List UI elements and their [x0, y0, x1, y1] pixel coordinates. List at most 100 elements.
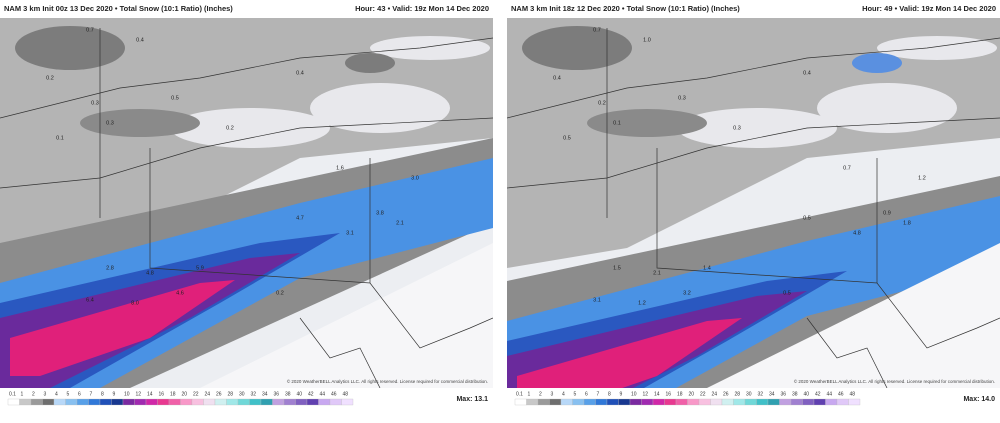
colorbar-label: 18 [677, 391, 683, 397]
colorbar-swatch [514, 398, 527, 406]
colorbar-label: 48 [850, 391, 856, 397]
colorbar-label: 7 [90, 391, 93, 397]
colorbar-label: 16 [666, 391, 672, 397]
snow-amount-label: 1.6 [336, 165, 344, 171]
snow-map: 0.7 0.4 0.2 0.3 0.5 0.1 0.3 0.2 0.4 1.6 3.0 4.7 3.8 5… [0, 18, 493, 388]
colorbar-label: 38 [792, 391, 798, 397]
colorbar-label: 2 [539, 391, 542, 397]
snow-amount-label: 0.4 [296, 70, 304, 76]
colorbar-swatch [341, 398, 354, 406]
colorbar-label: 32 [251, 391, 257, 397]
snow-amount-label: 0.7 [86, 27, 94, 33]
snow-amount-label: 0.9 [883, 210, 891, 216]
colorbar-swatch [664, 398, 677, 406]
boundary-line [0, 117, 493, 189]
colorbar-label: 38 [285, 391, 291, 397]
boundary-line [876, 282, 1000, 349]
snow-amount-label: 0.7 [593, 27, 601, 33]
header-valid: Hour: 43 • Valid: 19z Mon 14 Dec 2020 [355, 4, 489, 13]
colorbar-label: 1 [528, 391, 531, 397]
snow-amount-label: 1.5 [613, 265, 621, 271]
colorbar-swatch [560, 398, 573, 406]
colorbar-label: 20 [182, 391, 188, 397]
snow-amount-label: 0.2 [598, 100, 606, 106]
colorbar-swatch [836, 398, 849, 406]
colorbar-swatch [756, 398, 769, 406]
dark-patch [80, 109, 200, 137]
snow-amount-label: 0.5 [783, 290, 791, 296]
colorbar-label: 3 [551, 391, 554, 397]
colorbar-swatch [111, 398, 124, 406]
colorbar-swatch [203, 398, 216, 406]
colorbar-swatch [168, 398, 181, 406]
snow-amount-label: 5.9 [196, 265, 204, 271]
colorbar-label: 28 [228, 391, 234, 397]
colorbar-swatch [710, 398, 723, 406]
colorbar-swatch [767, 398, 780, 406]
snow-amount-label: 1.2 [918, 175, 926, 181]
colorbar-swatch [629, 398, 642, 406]
boundary-line [299, 317, 381, 388]
max-value: Max: 13.1 [456, 396, 488, 403]
forecast-panel: NAM 3 km Init 18z 12 Dec 2020 • Total Sn… [507, 4, 1000, 406]
snow-amount-label: 0.1 [613, 120, 621, 126]
colorbar-swatch [698, 398, 711, 406]
colorbar-swatch [526, 398, 539, 406]
colorbar-swatch [802, 398, 815, 406]
dark-patch [15, 26, 125, 70]
colorbar-label: 9 [620, 391, 623, 397]
colorbar-swatch [329, 398, 342, 406]
forecast-panel: NAM 3 km Init 00z 13 Dec 2020 • Total Sn… [0, 4, 493, 406]
snow-amount-label: 3.8 [376, 210, 384, 216]
colorbar-label: 5 [574, 391, 577, 397]
max-value: Max: 14.0 [963, 396, 995, 403]
clear-patch [817, 83, 957, 133]
snow-amount-label: 4.8 [146, 270, 154, 276]
snow-amount-label: 4.7 [296, 215, 304, 221]
colorbar-swatch [618, 398, 631, 406]
colorbar-swatch [549, 398, 562, 406]
snow-amount-label: 0.3 [91, 100, 99, 106]
boundary-line [507, 117, 1000, 189]
colorbar-label: 46 [838, 391, 844, 397]
colorbar-label: 4 [562, 391, 565, 397]
colorbar-label: 30 [746, 391, 752, 397]
copyright: © 2020 WeatherBELL Analytics LLC. All ri… [794, 378, 995, 384]
snow-amount-label: 4.8 [853, 230, 861, 236]
colorbar-label: 26 [216, 391, 222, 397]
colorbar-swatch [641, 398, 654, 406]
colorbar-label: 10 [124, 391, 130, 397]
snow-amount-label: 0.7 [843, 165, 851, 171]
clear-patch [170, 108, 330, 148]
snow-amount-label: 3.1 [593, 297, 601, 303]
colorbar-label: 3 [44, 391, 47, 397]
colorbar-label: 46 [331, 391, 337, 397]
colorbar-swatch [122, 398, 135, 406]
colorbar-label: 18 [170, 391, 176, 397]
header-model: NAM 3 km Init 00z 13 Dec 2020 • Total Sn… [4, 4, 233, 13]
clear-patch [310, 83, 450, 133]
colorbar-swatch [19, 398, 32, 406]
snow-amount-label: 6.4 [86, 297, 94, 303]
colorbar-label: 48 [343, 391, 349, 397]
colorbar-label: 22 [700, 391, 706, 397]
snow-amount-label: 0.1 [56, 135, 64, 141]
colorbar-swatch [572, 398, 585, 406]
colorbar-label: 34 [769, 391, 775, 397]
colorbar-swatch [145, 398, 158, 406]
colorbar-swatch [88, 398, 101, 406]
snow-amount-label: 2.1 [396, 220, 404, 226]
colorbar-swatch [191, 398, 204, 406]
colorbar-label: 5 [67, 391, 70, 397]
colorbar-swatch [237, 398, 250, 406]
colorbar-swatch [180, 398, 193, 406]
colorbar-swatch [7, 398, 20, 406]
snow-amount-label: 0.3 [678, 95, 686, 101]
snow-amount-label: 0.2 [46, 75, 54, 81]
snow-amount-label: 1.4 [703, 265, 711, 271]
colorbar-label: 4 [55, 391, 58, 397]
colorbar-swatch [30, 398, 43, 406]
colorbar-label: 12 [136, 391, 142, 397]
colorbar-label: 1 [21, 391, 24, 397]
colorbar-swatch [537, 398, 550, 406]
